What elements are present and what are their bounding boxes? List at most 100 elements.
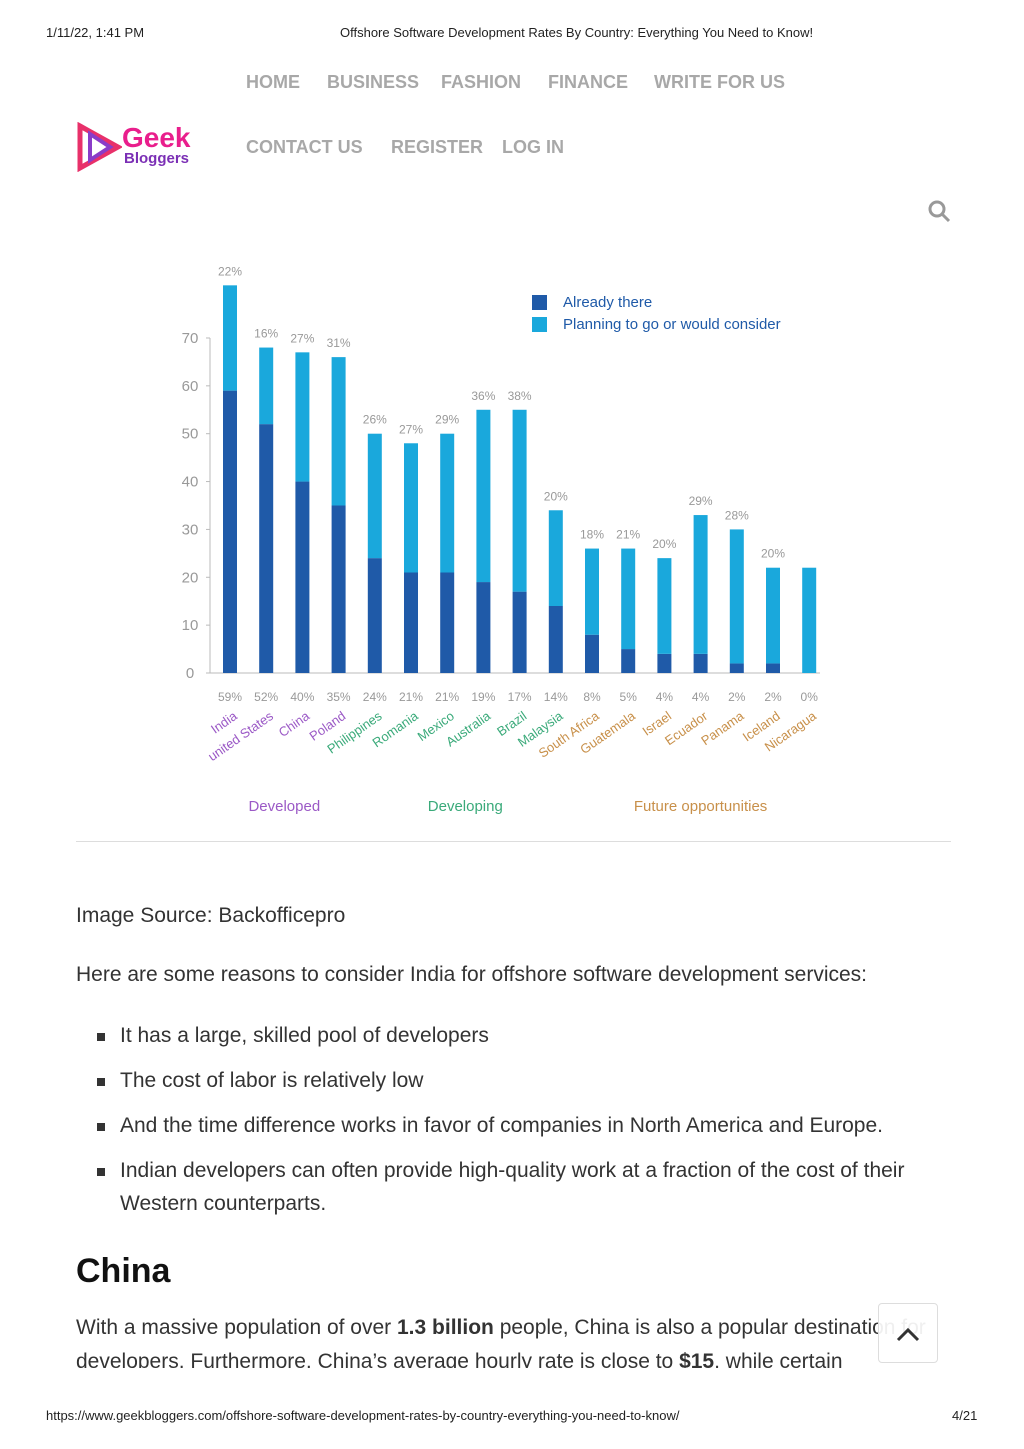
bar-segment (367, 433, 382, 559)
value-label: 8% (583, 690, 601, 704)
value-label: 14% (544, 690, 568, 704)
logo-text: Bloggers (124, 150, 190, 167)
bar-segment (729, 529, 744, 664)
value-label: 26% (363, 413, 387, 427)
value-label: 17% (508, 690, 532, 704)
y-tick-label: 0 (186, 665, 194, 682)
value-label: 20% (544, 489, 568, 503)
footer-bg (0, 1368, 1024, 1449)
bold-text: $15 (679, 1350, 715, 1373)
bar-segment (404, 572, 418, 673)
bar-segment (331, 505, 346, 673)
bar-segment (729, 663, 744, 673)
bar-segment (295, 352, 310, 482)
bar-segment (693, 515, 708, 654)
bar-segment (766, 567, 780, 664)
bar-segment (440, 572, 455, 673)
paragraph: With a massive population of over 1.3 bi… (76, 1311, 956, 1379)
nav-link[interactable]: BUSINESS (327, 72, 420, 92)
value-label: 21% (399, 690, 423, 704)
text: people, China is also a popular destinat… (76, 1316, 926, 1373)
value-label: 16% (254, 327, 278, 341)
heading: China (76, 1252, 171, 1290)
y-tick-label: 60 (182, 378, 199, 395)
nav-link[interactable]: CONTACT US (246, 137, 363, 157)
logo-text: Geek (122, 122, 191, 153)
bar-segment (259, 347, 274, 425)
group-label: Developing (428, 798, 503, 815)
arrow-icon (896, 1327, 920, 1342)
logo-icon (77, 122, 122, 172)
nav-link[interactable]: FINANCE (548, 72, 628, 92)
logo[interactable]: Geek Bloggers (76, 122, 216, 174)
text: , while certain (714, 1350, 843, 1373)
value-label: 4% (656, 690, 674, 704)
group-label: Developed (248, 798, 320, 815)
y-tick-label: 20 (182, 569, 199, 586)
legend-swatch (532, 295, 547, 310)
bullet: It has a large, skilled pool of develope… (76, 1019, 956, 1052)
value-label: 29% (689, 494, 713, 508)
value-label: 19% (471, 690, 495, 704)
nav-link[interactable]: FASHION (441, 72, 522, 92)
y-tick-label: 30 (182, 521, 199, 538)
print-title: Offshore Software Development Rates By C… (340, 25, 814, 40)
bar-segment (766, 663, 780, 673)
bullet: Indian developers can often provide high… (76, 1154, 956, 1220)
nav-link[interactable]: LOG IN (502, 137, 564, 157)
bar-segment (440, 433, 455, 573)
value-label: 28% (725, 508, 749, 522)
bar-segment (404, 443, 418, 573)
y-tick-label: 50 (182, 426, 199, 443)
nav-link[interactable]: WRITE FOR US (654, 72, 785, 92)
bar-segment (548, 510, 563, 606)
y-tick-label: 40 (182, 474, 199, 491)
image-source: Image Source: Backofficepro (76, 904, 346, 927)
bar-segment (259, 424, 274, 673)
nav-link[interactable]: HOME (246, 72, 300, 92)
bullet: And the time difference works in favor o… (76, 1109, 956, 1142)
value-label: 4% (692, 690, 710, 704)
value-label: 5% (620, 690, 638, 704)
bar-segment (331, 357, 346, 506)
bar-segment (223, 285, 237, 391)
divider (76, 841, 951, 842)
value-label: 21% (435, 690, 459, 704)
value-label: 18% (580, 528, 604, 542)
scroll-top-button[interactable] (878, 1303, 938, 1363)
bold-text: 1.3 billion (397, 1316, 494, 1339)
bar-segment (367, 558, 382, 673)
bar-segment (657, 653, 672, 673)
bar-segment (476, 409, 491, 583)
value-label: 52% (254, 690, 278, 704)
value-label: 27% (399, 422, 423, 436)
value-label: 0% (801, 690, 819, 704)
value-label: 20% (761, 547, 785, 561)
bar-segment (585, 634, 599, 673)
bar-segment (223, 390, 237, 673)
bar-segment (585, 548, 599, 635)
value-label: 2% (728, 690, 746, 704)
group-label: Future opportunities (634, 798, 767, 815)
print-page: 4/21 (952, 1408, 978, 1423)
intro-text: Here are some reasons to consider India … (76, 963, 868, 986)
value-label: 20% (652, 537, 676, 551)
bar-segment (621, 548, 636, 650)
value-label: 38% (508, 389, 532, 403)
value-label: 36% (471, 389, 495, 403)
bar-segment (548, 605, 563, 673)
value-label: 27% (290, 331, 314, 345)
print-datetime: 1/11/22, 1:41 PM (46, 25, 145, 40)
bullet: The cost of labor is relatively low (76, 1064, 956, 1097)
bar-segment (621, 649, 636, 673)
bar-segment (657, 558, 672, 654)
legend-label: Already there (563, 294, 652, 311)
value-label: 40% (290, 690, 314, 704)
value-label: 22% (218, 264, 242, 278)
bar-segment (476, 582, 491, 673)
nav-link[interactable]: REGISTER (391, 137, 484, 157)
value-label: 59% (218, 690, 242, 704)
search-icon[interactable] (928, 200, 952, 224)
